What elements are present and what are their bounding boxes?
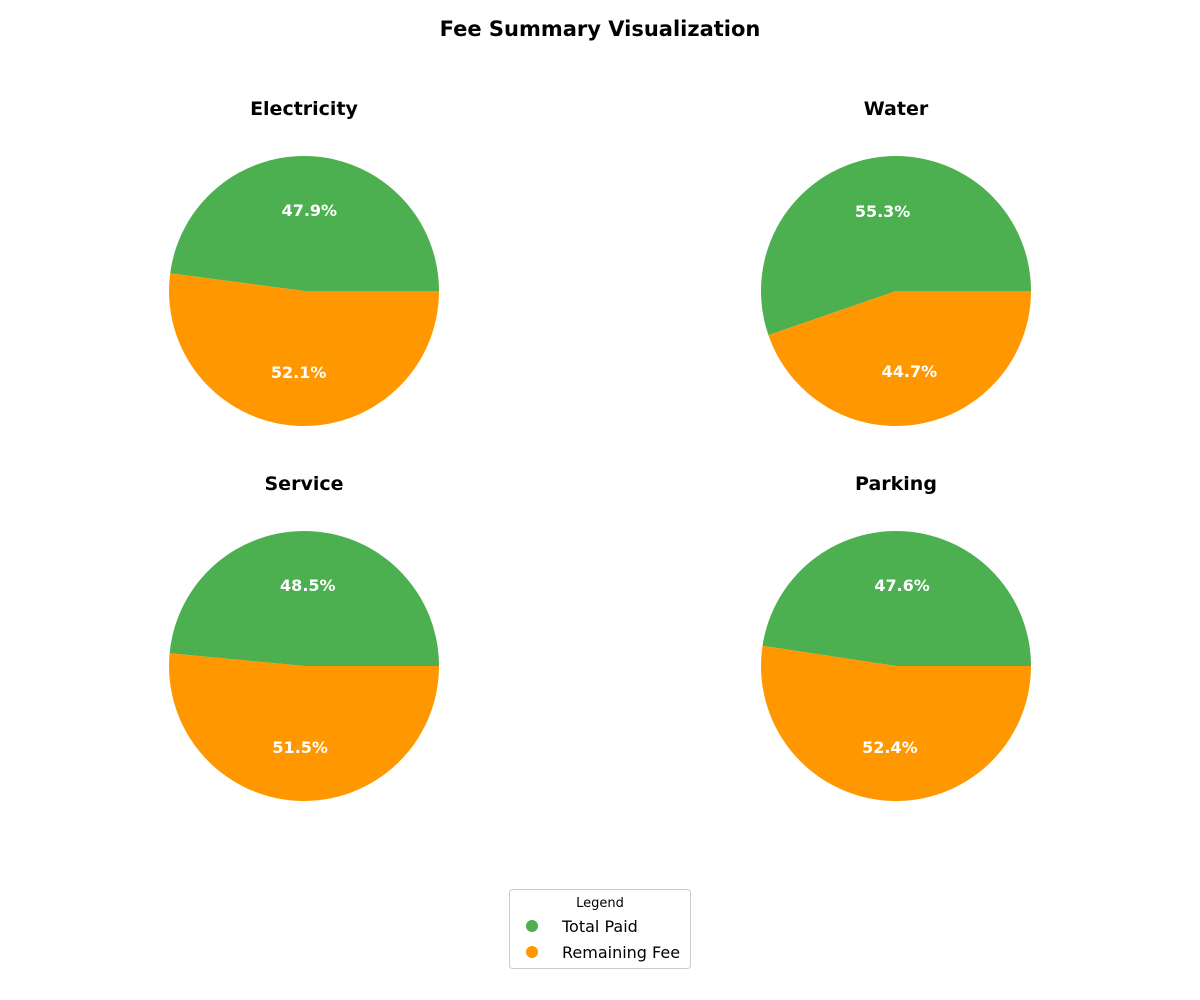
legend-marker-remaining-fee	[526, 946, 538, 958]
pct-label-water-total-paid: 55.3%	[855, 202, 911, 221]
legend-frame	[509, 889, 691, 969]
pie-slice-service-remaining-fee	[169, 653, 440, 801]
pie-slice-electricity-remaining-fee	[168, 273, 439, 427]
pie-grid: Electricity 47.9% 52.1% Water 55.3% 44.7% Serv…	[168, 98, 1031, 802]
pie-title-service: Service	[265, 473, 344, 495]
pie-slice-parking-remaining-fee	[760, 645, 1031, 802]
pie-title-electricity: Electricity	[250, 98, 358, 120]
pie-slice-service-total-paid	[169, 530, 440, 666]
pct-label-electricity-remaining-fee: 52.1%	[271, 363, 327, 382]
pie-electricity: Electricity 47.9% 52.1%	[168, 98, 440, 427]
pie-title-water: Water	[864, 98, 929, 120]
pie-slice-parking-total-paid	[762, 531, 1031, 666]
legend-marker-total-paid	[526, 920, 538, 932]
legend-title: Legend	[576, 896, 624, 911]
legend-label-remaining-fee: Remaining Fee	[562, 943, 680, 962]
pie-slice-water-remaining-fee	[768, 291, 1031, 426]
pie-title-parking: Parking	[855, 473, 937, 495]
pct-label-parking-total-paid: 47.6%	[874, 576, 930, 595]
pct-label-water-remaining-fee: 44.7%	[882, 362, 938, 381]
pct-label-electricity-total-paid: 47.9%	[282, 201, 338, 220]
pie-slice-electricity-total-paid	[170, 156, 440, 291]
legend-label-total-paid: Total Paid	[561, 917, 638, 936]
pct-label-parking-remaining-fee: 52.4%	[862, 738, 918, 757]
pie-parking: Parking 47.6% 52.4%	[760, 473, 1031, 802]
pct-label-service-remaining-fee: 51.5%	[272, 738, 328, 757]
figure-title: Fee Summary Visualization	[440, 17, 761, 41]
pie-water: Water 55.3% 44.7%	[761, 98, 1031, 426]
pct-label-service-total-paid: 48.5%	[280, 576, 336, 595]
legend: Legend Total Paid Remaining Fee	[509, 889, 691, 969]
pie-slice-water-total-paid	[761, 155, 1031, 336]
pie-service: Service 48.5% 51.5%	[169, 473, 440, 801]
